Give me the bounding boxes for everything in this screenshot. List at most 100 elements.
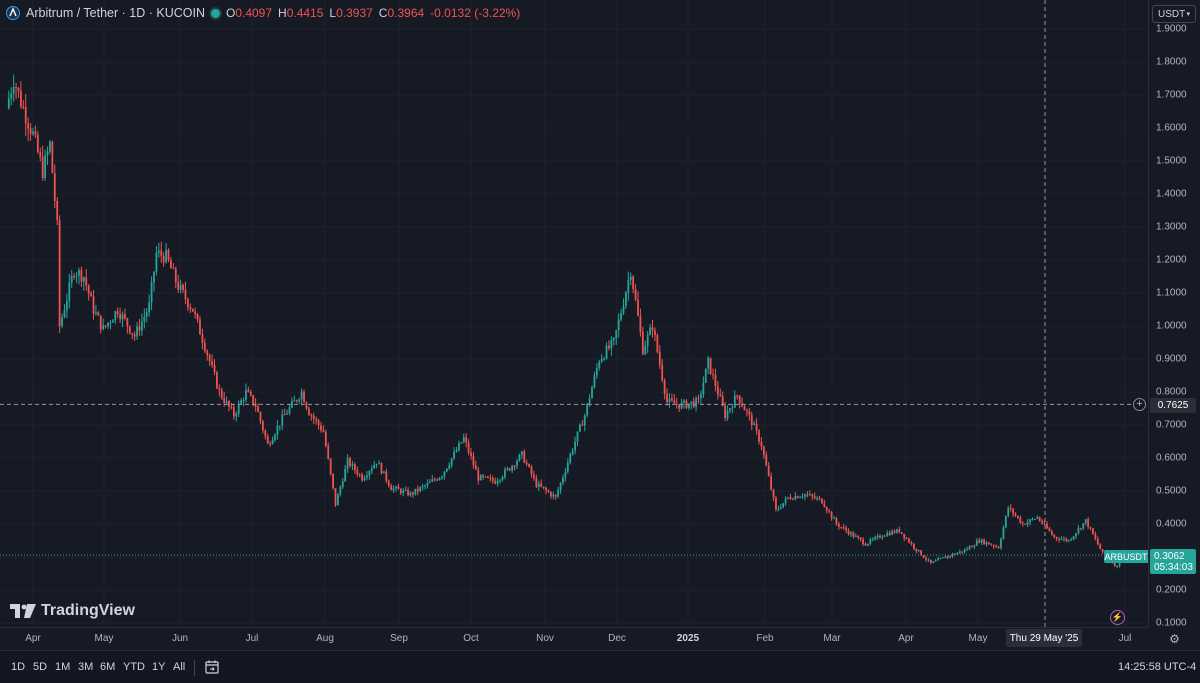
currency-selector[interactable]: USDT ▾ <box>1152 5 1196 23</box>
candle-body <box>194 311 197 314</box>
chart-canvas[interactable]: Arbitrum / Tether · 1D · KUCOIN O0.4097 … <box>0 0 1148 627</box>
candle-body <box>426 482 429 486</box>
time-axis[interactable]: Apr May Jun Jul Aug Sep Oct Nov Dec 2025 Feb Mar Apr… <box>0 627 1148 650</box>
candle-up <box>61 313 63 329</box>
candle-up <box>1002 525 1005 540</box>
candle-up <box>511 464 514 474</box>
candle-body <box>559 482 562 491</box>
candlestick-chart[interactable] <box>0 0 1148 627</box>
candle-up <box>571 447 574 456</box>
candle-up <box>441 475 443 480</box>
candle-up <box>702 376 705 399</box>
candle-up <box>583 413 586 432</box>
candle-down <box>324 429 327 448</box>
candle-body <box>782 502 785 508</box>
candle-up <box>683 399 685 409</box>
candle-down <box>312 412 315 425</box>
candle-down <box>949 555 952 559</box>
candles <box>7 74 1126 569</box>
candle-body <box>141 321 143 331</box>
candle-down <box>508 467 511 472</box>
candle-body <box>828 510 831 512</box>
candle-up <box>973 544 976 550</box>
range-button-ytd[interactable]: YTD <box>123 661 145 673</box>
candle-up <box>782 502 785 509</box>
range-button-1y[interactable]: 1Y <box>152 661 166 673</box>
symbol-title[interactable]: Arbitrum / Tether · 1D · KUCOIN <box>26 6 205 20</box>
candle-down <box>540 479 543 488</box>
candle-body <box>317 420 320 426</box>
lightning-icon[interactable]: ⚡ <box>1110 610 1125 625</box>
add-alert-plus-icon[interactable]: + <box>1133 398 1146 411</box>
candle-body <box>821 498 823 504</box>
candle-body <box>53 172 56 201</box>
candle-body <box>886 532 889 536</box>
range-button-1d[interactable]: 1D <box>11 661 26 673</box>
candle-down <box>317 418 320 430</box>
clock-timezone[interactable]: 14:25:58 UTC-4 <box>1118 661 1197 673</box>
candle-body <box>837 524 840 528</box>
price-tick-label: 1.8000 <box>1156 56 1187 68</box>
gear-icon[interactable]: ⚙ <box>1169 632 1180 646</box>
candle-body <box>291 401 293 408</box>
candle-body <box>1082 523 1085 529</box>
candle-down <box>912 542 915 551</box>
candle-down <box>995 544 998 548</box>
candle-down <box>211 354 213 368</box>
range-button-3m[interactable]: 3M <box>78 661 94 673</box>
candle-down <box>893 529 896 534</box>
range-button-5d[interactable]: 5D <box>33 661 48 673</box>
price-tick-label: 0.1000 <box>1156 617 1187 629</box>
candle-down <box>775 495 777 512</box>
candle-up <box>165 243 167 264</box>
range-button-6m[interactable]: 6M <box>100 661 116 673</box>
candle-body <box>218 388 221 390</box>
candle-down <box>259 411 262 425</box>
candle-body <box>724 405 727 419</box>
candle-body <box>542 486 545 488</box>
candle-body <box>85 277 88 286</box>
candle-up <box>777 505 780 512</box>
last-price-tag: 0.3062 05:34:03 <box>1150 549 1196 574</box>
candle-up <box>985 540 988 547</box>
candle-up <box>799 495 802 499</box>
candle-up <box>622 298 625 316</box>
time-tick-label: Oct <box>463 633 479 644</box>
candle-up <box>968 545 971 551</box>
candle-body <box>593 375 596 388</box>
candle-body <box>235 413 238 417</box>
candle-body <box>1070 539 1073 541</box>
candle-body <box>416 488 419 492</box>
candle-up <box>95 305 97 316</box>
price-tick-label: 0.9000 <box>1156 353 1187 365</box>
candle-body <box>283 414 286 416</box>
candle-body <box>1060 539 1063 541</box>
candle-body <box>155 252 158 272</box>
candle-body <box>988 542 990 545</box>
candle-body <box>949 555 952 557</box>
candle-body <box>867 543 869 546</box>
candle-down <box>189 303 192 314</box>
range-button-1m[interactable]: 1M <box>55 661 71 673</box>
candle-body <box>608 345 610 349</box>
range-button-all[interactable]: All <box>173 661 186 673</box>
candle-up <box>363 475 366 482</box>
candle-down <box>675 397 678 409</box>
candle-body <box>576 431 579 442</box>
candle-up <box>414 488 417 496</box>
crosshair-date-label: Thu 29 May '25 <box>1006 629 1082 647</box>
candle-up <box>942 556 944 559</box>
price-axis[interactable]: 1.9000 1.8000 1.7000 1.6000 1.5000 1.4000 1.30… <box>1148 0 1200 629</box>
candle-body <box>963 549 966 553</box>
candle-body <box>869 539 872 544</box>
candle-body <box>44 155 46 179</box>
candle-down <box>170 257 172 269</box>
price-change: -0.0132 (-3.22%) <box>430 6 521 20</box>
candle-up <box>591 385 593 399</box>
date-range-calendar-icon[interactable] <box>204 659 220 675</box>
tradingview-logo[interactable]: TradingView <box>10 602 135 620</box>
candle-down <box>719 388 722 397</box>
candle-body <box>249 391 252 396</box>
candle-body <box>525 462 528 465</box>
candle-body <box>506 468 509 470</box>
